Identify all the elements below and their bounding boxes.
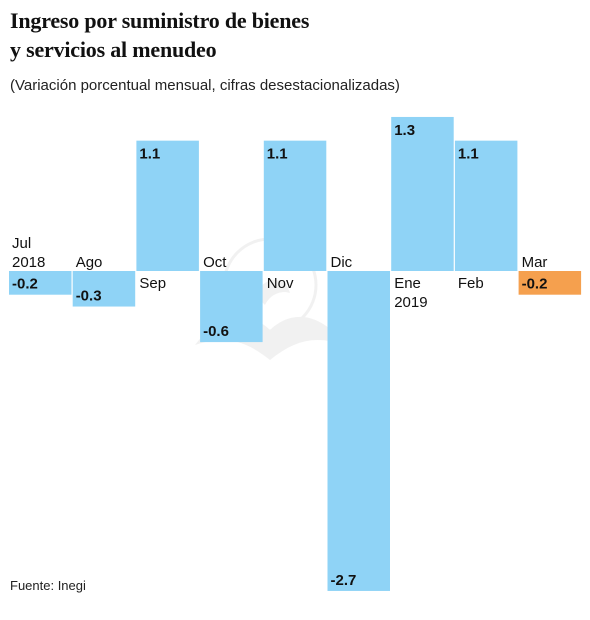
- chart-title-line-1: Ingreso por suministro de bienes: [10, 8, 310, 33]
- bar-5: [327, 271, 390, 591]
- value-label-8: -0.2: [522, 276, 548, 293]
- category-label-6-1: 2019: [394, 294, 427, 311]
- value-label-3: -0.6: [203, 323, 229, 340]
- bar-6: [391, 116, 454, 271]
- value-label-1: -0.3: [76, 288, 102, 305]
- bar-1: [72, 271, 136, 307]
- bar-7: [454, 140, 518, 271]
- value-label-4: 1.1: [267, 146, 288, 163]
- category-label-5-0: Dic: [331, 254, 353, 271]
- chart-subtitle: (Variación porcentual mensual, cifras de…: [10, 77, 400, 94]
- category-label-0-0: Jul: [12, 235, 31, 252]
- category-label-7-0: Feb: [458, 275, 484, 292]
- category-label-2-0: Sep: [139, 275, 166, 292]
- value-label-7: 1.1: [458, 146, 479, 163]
- chart-title-line-2: y servicios al menudeo: [10, 37, 217, 62]
- value-label-5: -2.7: [331, 572, 357, 589]
- category-label-1-0: Ago: [76, 254, 103, 271]
- category-label-3-0: Oct: [203, 254, 227, 271]
- category-label-4-0: Nov: [267, 275, 294, 292]
- category-label-0-1: 2018: [12, 254, 45, 271]
- value-label-2: 1.1: [139, 146, 160, 163]
- value-label-6: 1.3: [394, 122, 415, 139]
- bar-3: [200, 271, 263, 343]
- source-note: Fuente: Inegi: [10, 578, 86, 593]
- bar-0: [9, 271, 72, 295]
- bar-4: [263, 140, 327, 271]
- value-label-0: -0.2: [12, 276, 38, 293]
- bar-2: [136, 140, 199, 271]
- category-label-6-0: Ene: [394, 275, 421, 292]
- bar-8: [518, 271, 582, 295]
- chart-title: Ingreso por suministro de bienes y servi…: [10, 6, 570, 64]
- category-label-8-0: Mar: [522, 254, 548, 271]
